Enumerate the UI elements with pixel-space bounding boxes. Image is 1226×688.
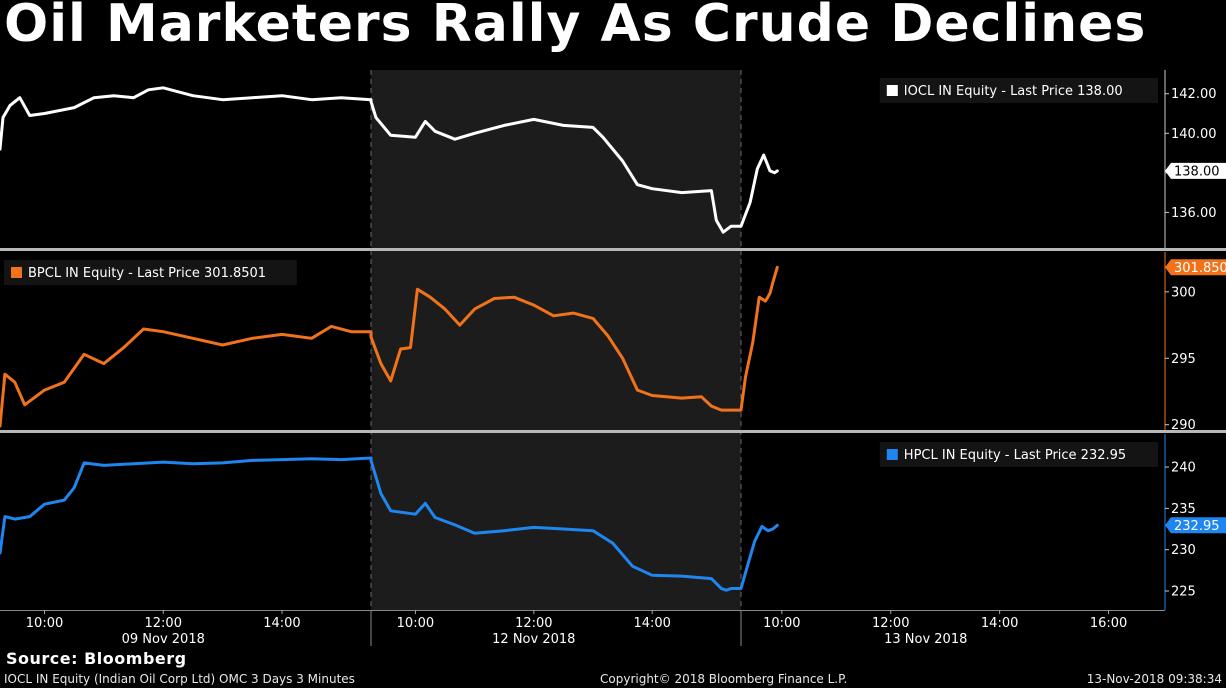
xtick-label: 10:00 — [763, 616, 800, 631]
footer-copyright: Copyright© 2018 Bloomberg Finance L.P. — [600, 672, 848, 686]
iocl-last-price-label: 138.00 — [1174, 164, 1220, 179]
session-date-label: 12 Nov 2018 — [492, 632, 575, 647]
hpcl-legend-box — [879, 442, 1158, 467]
bpcl-legend-box — [4, 260, 297, 285]
session-date-label: 13 Nov 2018 — [884, 632, 967, 647]
chart-title: Oil Marketers Rally As Crude Declines — [4, 0, 1147, 54]
panel-divider — [0, 248, 1226, 251]
hpcl-legend-swatch — [886, 449, 898, 460]
panel-divider — [0, 430, 1226, 433]
bpcl-legend-swatch — [11, 267, 22, 278]
iocl-legend-label: IOCL IN Equity - Last Price 138.00 — [904, 84, 1123, 99]
bpcl-last-price-label: 301.8501 — [1174, 261, 1226, 276]
iocl-price-line — [0, 86, 779, 234]
source-label: Source: Bloomberg — [6, 649, 187, 668]
hpcl-ytick-label: 235 — [1171, 502, 1196, 517]
hpcl-price-line — [0, 456, 779, 592]
xtick-label: 10:00 — [26, 616, 63, 631]
iocl-ytick-label: 140.00 — [1171, 127, 1217, 142]
bpcl-ytick-label: 300 — [1171, 285, 1196, 300]
hpcl-ytick-label: 230 — [1171, 543, 1196, 558]
xtick-label: 12:00 — [872, 616, 909, 631]
session-date-label: 09 Nov 2018 — [122, 632, 205, 647]
hpcl-ytick-label: 225 — [1171, 584, 1196, 599]
xtick-label: 12:00 — [145, 616, 182, 631]
iocl-legend-box — [879, 78, 1158, 103]
xtick-label: 14:00 — [633, 616, 670, 631]
bpcl-last-price-tag — [1165, 259, 1226, 276]
iocl-legend-swatch — [886, 85, 898, 96]
bpcl-ytick-label: 295 — [1171, 352, 1196, 367]
hpcl-legend-label: HPCL IN Equity - Last Price 232.95 — [904, 448, 1126, 463]
hpcl-last-price-tag — [1165, 517, 1226, 534]
footer-timestamp: 13-Nov-2018 09:38:34 — [1086, 672, 1222, 686]
bpcl-price-line — [0, 265, 779, 428]
iocl-last-price-tag — [1165, 162, 1226, 179]
xtick-label: 12:00 — [515, 616, 552, 631]
xtick-label: 14:00 — [263, 616, 300, 631]
bpcl-legend-label: BPCL IN Equity - Last Price 301.8501 — [28, 266, 266, 281]
iocl-ytick-label: 142.00 — [1171, 87, 1217, 102]
footer-ticker-description: IOCL IN Equity (Indian Oil Corp Ltd) OMC… — [4, 672, 355, 686]
bpcl-ytick-label: 290 — [1171, 418, 1196, 433]
shaded-session-region — [371, 70, 741, 610]
xtick-label: 14:00 — [981, 616, 1018, 631]
hpcl-last-price-label: 232.95 — [1174, 519, 1220, 534]
hpcl-ytick-label: 240 — [1171, 461, 1196, 476]
xtick-label: 16:00 — [1090, 616, 1127, 631]
iocl-ytick-label: 136.00 — [1171, 206, 1217, 221]
xtick-label: 10:00 — [397, 616, 434, 631]
